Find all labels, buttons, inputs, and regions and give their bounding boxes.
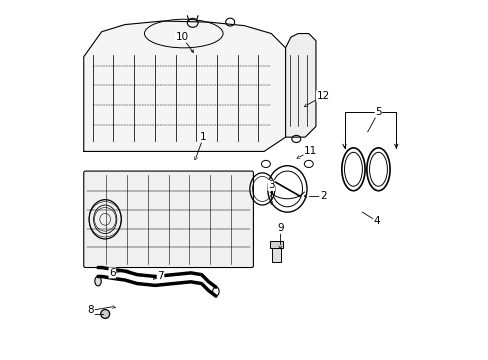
Text: 4: 4 [373,216,379,226]
Ellipse shape [95,276,101,286]
Polygon shape [83,21,285,152]
Text: 1: 1 [200,132,206,142]
Text: 8: 8 [87,305,94,315]
Text: 2: 2 [319,191,325,201]
Text: 5: 5 [374,107,381,117]
Text: 6: 6 [109,268,115,278]
Text: 11: 11 [304,147,317,157]
Ellipse shape [101,310,109,319]
Text: 7: 7 [157,271,163,282]
Text: 9: 9 [276,223,283,233]
Text: 10: 10 [175,32,188,42]
FancyBboxPatch shape [83,171,253,267]
Bar [272,248,281,262]
Polygon shape [285,33,315,137]
Bar [270,242,283,248]
Text: 3: 3 [267,180,274,190]
Text: 12: 12 [316,91,329,101]
